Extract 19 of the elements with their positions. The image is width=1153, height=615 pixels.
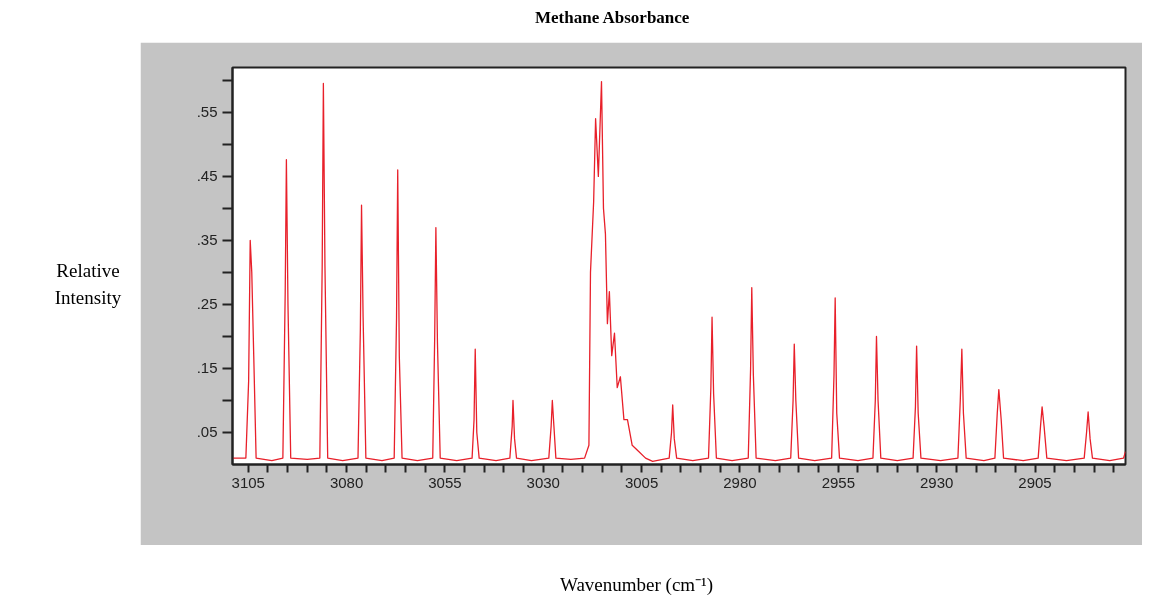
x-tick-label: 3030: [526, 473, 560, 491]
y-tick-label: .25: [196, 295, 218, 313]
y-tick-label: .35: [196, 231, 218, 249]
x-tick-label: 2930: [919, 473, 954, 491]
y-tick-label: .45: [196, 167, 218, 185]
x-tick-label: 3055: [428, 473, 462, 491]
y-axis-title: Relative Intensity: [53, 259, 123, 311]
x-tick-label: 2955: [821, 473, 856, 491]
x-tick-label: 3080: [329, 473, 364, 491]
y-tick-label: .05: [196, 423, 218, 441]
x-tick-label: 2980: [723, 473, 757, 491]
x-axis-title: Wavenumber (cm⁻¹): [560, 573, 714, 597]
line-series: [232, 80, 1126, 462]
y-tick-label: .15: [196, 359, 218, 377]
y-tick-label: .55: [196, 103, 218, 121]
chart-title: Methane Absorbance: [535, 7, 690, 29]
x-tick-label: 2905: [1018, 473, 1052, 491]
x-tick-label: 3105: [231, 473, 265, 491]
x-tick-label: 3005: [624, 473, 659, 491]
